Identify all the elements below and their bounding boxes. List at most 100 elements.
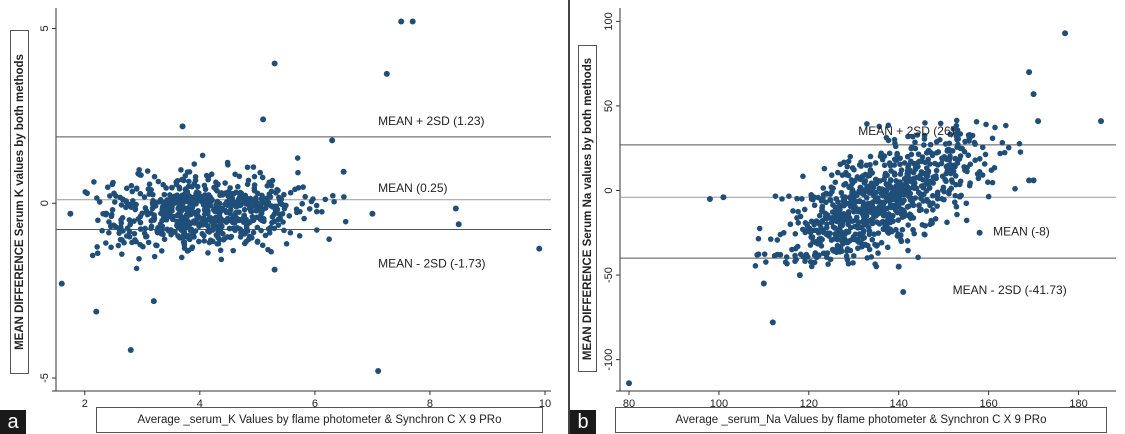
data-point: [196, 214, 202, 220]
data-point: [137, 219, 144, 226]
data-point: [884, 244, 891, 251]
data-point: [242, 219, 248, 225]
data-point: [254, 190, 261, 197]
data-point: [821, 165, 828, 172]
data-point: [294, 209, 300, 216]
data-point: [189, 244, 196, 250]
data-point: [155, 178, 162, 185]
reference-line-label: MEAN - 2SD (-41.73): [953, 283, 1067, 297]
data-point: [287, 189, 294, 196]
data-point: [296, 233, 303, 239]
data-point: [107, 223, 114, 230]
data-point: [850, 253, 857, 259]
data-point: [871, 231, 877, 237]
data-point: [966, 182, 973, 189]
data-point: [855, 198, 862, 205]
data-point: [1001, 149, 1008, 156]
data-point: [952, 155, 959, 162]
data-point: [201, 182, 208, 189]
data-point: [196, 238, 202, 245]
data-point: [799, 196, 805, 202]
data-point: [145, 239, 152, 246]
data-point: [953, 133, 960, 139]
data-point: [166, 204, 172, 211]
data-point: [868, 187, 874, 194]
data-point: [927, 202, 933, 209]
data-point: [169, 184, 175, 191]
data-point: [179, 176, 185, 183]
data-point: [941, 196, 947, 203]
data-point: [900, 198, 906, 205]
data-point: [89, 252, 96, 259]
data-point: [816, 212, 823, 219]
data-point: [837, 161, 844, 168]
data-point: [911, 230, 918, 237]
y-tick-label: 0: [603, 187, 615, 193]
data-point: [341, 194, 347, 200]
data-point: [952, 192, 959, 199]
x-axis-title: Average _serum_K Values by flame photome…: [137, 414, 502, 426]
data-point: [948, 168, 955, 175]
data-point: [313, 208, 320, 215]
data-point: [999, 139, 1006, 146]
data-point: [230, 247, 237, 254]
data-point: [843, 228, 850, 235]
data-point: [111, 199, 118, 205]
data-point: [947, 131, 953, 138]
data-point: [942, 141, 949, 147]
data-point: [128, 182, 135, 189]
data-point: [199, 152, 206, 159]
data-point: [844, 163, 851, 170]
data-point: [195, 208, 201, 214]
data-point: [854, 174, 861, 180]
data-point: [195, 190, 202, 196]
data-point: [1026, 69, 1033, 76]
data-point: [84, 190, 90, 197]
x-tick-label: 4: [197, 398, 203, 410]
data-point: [118, 202, 125, 208]
data-point: [961, 148, 968, 155]
data-point: [706, 195, 713, 202]
data-point: [909, 199, 916, 206]
data-point: [962, 167, 968, 173]
data-point: [782, 259, 789, 266]
data-point: [226, 225, 233, 232]
data-point: [295, 185, 302, 191]
data-point: [176, 185, 183, 192]
data-point: [807, 259, 814, 265]
data-point: [954, 211, 960, 218]
data-point: [127, 347, 134, 354]
data-point: [178, 227, 185, 234]
data-point: [802, 258, 808, 264]
data-point: [885, 122, 892, 129]
data-point: [340, 168, 347, 175]
data-point: [175, 233, 181, 239]
data-point: [852, 231, 859, 238]
data-point: [808, 263, 815, 270]
data-point: [927, 141, 934, 148]
data-point: [858, 159, 864, 166]
data-point: [799, 226, 806, 233]
data-point: [938, 160, 945, 167]
data-point: [889, 228, 895, 235]
data-point: [885, 220, 892, 226]
data-point: [182, 233, 188, 240]
data-point: [934, 195, 941, 202]
data-point: [223, 209, 230, 216]
data-point: [271, 266, 278, 273]
data-point: [899, 208, 905, 214]
data-point: [250, 229, 257, 236]
data-point: [1030, 177, 1037, 184]
data-point: [760, 280, 767, 287]
data-point: [953, 203, 960, 210]
data-point: [826, 230, 833, 237]
data-point: [808, 218, 815, 225]
data-point: [944, 219, 950, 226]
data-point: [313, 202, 320, 209]
data-point: [215, 206, 222, 213]
data-point: [235, 183, 241, 190]
data-point: [972, 141, 978, 147]
data-point: [777, 231, 784, 238]
data-point: [257, 169, 263, 176]
x-axis-title: Average _serum_Na Values by flame photom…: [675, 414, 1047, 426]
